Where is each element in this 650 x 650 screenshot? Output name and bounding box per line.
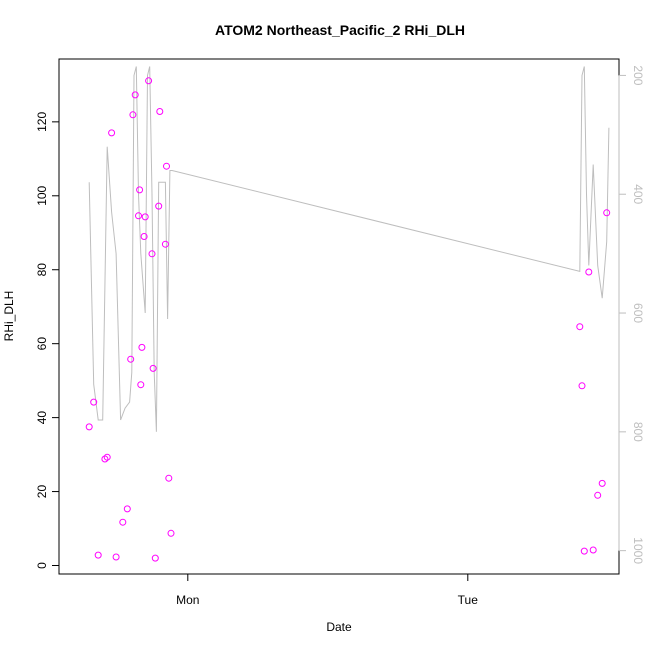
data-point	[156, 108, 164, 115]
y2-tick-label: 600	[631, 303, 645, 323]
data-point	[585, 268, 593, 276]
y-axis-left: 0 20 40 60 80 100 120	[35, 112, 60, 569]
secondary-line-layer	[88, 66, 610, 432]
data-point	[123, 505, 131, 513]
data-point	[94, 551, 102, 559]
data-point	[138, 343, 146, 351]
data-point	[131, 91, 139, 99]
data-point	[137, 381, 145, 389]
y-tick-label: 40	[35, 411, 49, 425]
scatter-points-layer	[85, 77, 611, 562]
plot-area-frame	[58, 58, 620, 575]
data-point	[112, 553, 120, 561]
data-point	[151, 554, 159, 562]
data-point	[149, 364, 157, 372]
y-axis-right: 200 400 600 800 1000	[618, 65, 645, 564]
data-point	[161, 240, 169, 248]
data-point	[141, 213, 149, 221]
data-point	[119, 518, 127, 526]
y-tick-label: 120	[35, 112, 49, 132]
data-point	[135, 212, 142, 220]
data-point	[589, 546, 597, 554]
y2-tick-label: 1000	[631, 537, 645, 564]
data-point	[127, 355, 135, 363]
secondary-series-line	[88, 66, 610, 432]
x-axis-label: Date	[326, 620, 352, 634]
y2-tick-label: 200	[631, 65, 645, 85]
data-point	[163, 162, 170, 170]
data-point	[594, 491, 602, 499]
data-point	[85, 423, 93, 431]
x-tick-label: Mon	[176, 593, 199, 607]
data-point	[140, 233, 148, 240]
data-point	[90, 398, 98, 406]
data-point	[108, 129, 116, 137]
y-tick-label: 60	[35, 337, 49, 351]
data-point	[101, 455, 109, 463]
data-point	[578, 382, 586, 390]
data-point	[148, 250, 156, 258]
y-tick-label: 100	[35, 185, 49, 205]
data-point	[136, 186, 144, 194]
data-point	[603, 209, 611, 217]
data-point	[155, 202, 163, 210]
x-axis: Mon Tue	[176, 573, 479, 607]
y2-tick-label: 400	[631, 184, 645, 204]
data-point	[167, 529, 175, 537]
data-point	[103, 453, 111, 461]
chart-title: ATOM2 Northeast_Pacific_2 RHi_DLH	[215, 22, 465, 38]
y2-tick-label: 800	[631, 422, 645, 442]
data-point	[165, 474, 173, 482]
y-axis-label: RHi_DLH	[2, 291, 16, 342]
data-point	[598, 479, 606, 487]
x-tick-label: Tue	[458, 593, 479, 607]
data-point	[580, 547, 588, 555]
y-tick-label: 0	[35, 562, 49, 569]
y-tick-label: 20	[35, 485, 49, 499]
data-point	[576, 323, 584, 331]
data-point	[145, 77, 153, 85]
y-tick-label: 80	[35, 263, 49, 277]
data-point	[129, 111, 137, 119]
